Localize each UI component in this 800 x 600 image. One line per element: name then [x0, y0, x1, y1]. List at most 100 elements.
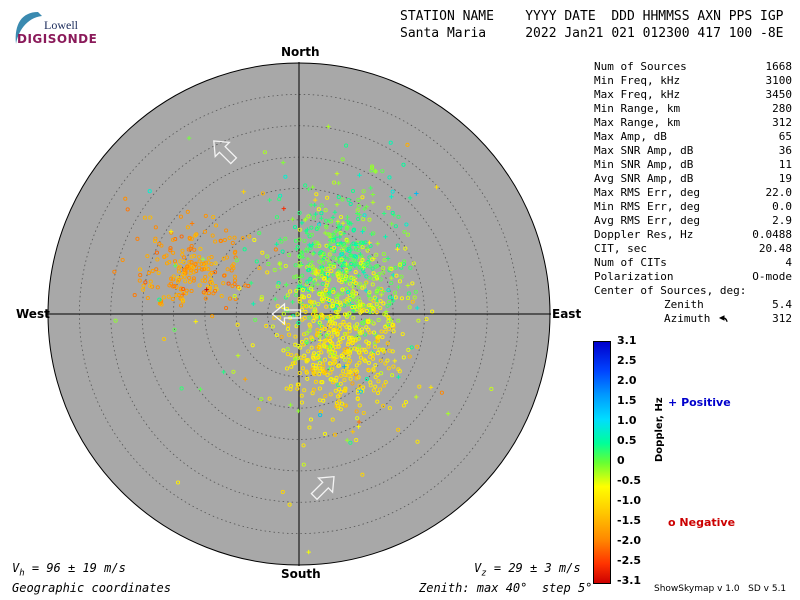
- source-point-negative: [331, 255, 336, 260]
- source-point-negative: [311, 362, 316, 368]
- source-point-negative: [332, 353, 337, 358]
- source-point-positive: [345, 224, 350, 229]
- skymap-arrows: [213, 140, 335, 501]
- source-point-negative: [365, 248, 370, 253]
- colorbar-tick-label: -2.5: [617, 554, 642, 567]
- source-point-negative: [303, 183, 308, 188]
- source-point-positive: [297, 275, 303, 280]
- source-point-negative: [338, 381, 343, 386]
- source-point-negative: [154, 267, 159, 272]
- source-point-negative: [371, 231, 376, 236]
- source-point-negative: [175, 480, 181, 485]
- source-point-positive: [317, 338, 323, 343]
- source-point-negative: [299, 393, 304, 398]
- source-point-negative: [363, 240, 368, 245]
- stat-label: Min RMS Err, deg: [594, 200, 700, 213]
- source-point-negative: [364, 261, 369, 266]
- source-point-negative: [113, 318, 118, 323]
- source-point-negative: [254, 259, 259, 264]
- source-point-negative: [205, 284, 210, 289]
- source-point-negative: [366, 341, 371, 346]
- source-point-negative: [341, 351, 346, 356]
- source-point-positive: [313, 269, 319, 275]
- source-point-negative: [375, 372, 380, 378]
- source-point-negative: [348, 201, 353, 207]
- source-point-negative: [399, 296, 404, 301]
- source-point-negative: [375, 399, 380, 404]
- source-point-negative: [283, 263, 288, 269]
- source-point-negative: [356, 336, 361, 341]
- source-point-negative: [354, 376, 359, 381]
- source-point-negative: [211, 214, 216, 220]
- source-point-negative: [209, 262, 214, 267]
- source-point-negative: [346, 340, 351, 345]
- stat-value: 4: [785, 256, 792, 269]
- source-point-negative: [157, 241, 162, 246]
- source-point-negative: [152, 239, 158, 244]
- source-point-negative: [410, 299, 415, 304]
- source-point-negative: [135, 236, 140, 241]
- source-point-negative: [278, 193, 283, 198]
- source-point-negative: [331, 289, 336, 294]
- stat-label: Max Range, km: [594, 116, 681, 129]
- source-point-positive: [284, 282, 289, 287]
- source-point-negative: [155, 257, 160, 262]
- source-point-negative: [181, 255, 187, 260]
- source-point-negative: [322, 275, 327, 280]
- source-point-negative: [390, 189, 395, 194]
- source-point-positive: [389, 275, 394, 281]
- source-point-negative: [174, 293, 179, 298]
- source-point-negative: [378, 305, 383, 310]
- source-point-negative: [351, 294, 356, 299]
- source-point-negative: [294, 288, 299, 293]
- source-point-positive: [306, 549, 311, 555]
- vertical-velocity: Vz = 29 ± 3 m/s: [474, 561, 581, 578]
- source-point-negative: [187, 235, 192, 240]
- source-point-negative: [340, 291, 345, 296]
- source-point-negative: [375, 263, 380, 268]
- source-point-positive: [308, 243, 314, 249]
- source-point-negative: [301, 342, 306, 347]
- source-point-negative: [301, 443, 306, 448]
- source-point-negative: [252, 237, 257, 243]
- source-point-negative: [210, 233, 215, 238]
- source-point-positive: [327, 241, 332, 247]
- source-point-negative: [338, 302, 343, 307]
- compass-south: South: [281, 567, 321, 581]
- source-point-negative: [413, 289, 418, 294]
- source-point-negative: [315, 328, 320, 333]
- source-point-positive: [345, 214, 350, 220]
- source-point-negative: [226, 281, 231, 286]
- source-point-positive: [308, 202, 314, 208]
- source-point-negative: [233, 249, 238, 254]
- source-point-negative: [185, 264, 190, 269]
- source-point-negative: [390, 373, 395, 378]
- source-point-negative: [305, 357, 310, 363]
- source-point-negative: [359, 327, 364, 332]
- source-point-negative: [401, 355, 406, 360]
- source-point-negative: [225, 267, 230, 272]
- stat-value: 2.9: [772, 214, 792, 227]
- source-point-negative: [351, 241, 356, 246]
- source-point-positive: [392, 358, 397, 364]
- source-point-negative: [242, 247, 247, 252]
- stat-row: Polarization O-mode: [594, 270, 792, 284]
- source-point-negative: [328, 313, 333, 319]
- source-point-negative: [354, 363, 359, 368]
- source-point-negative: [389, 319, 394, 324]
- source-point-negative: [344, 267, 349, 272]
- skymap-plot: [47, 62, 551, 566]
- source-point-negative: [307, 315, 312, 320]
- source-point-negative: [310, 283, 315, 288]
- source-point-negative: [354, 307, 359, 312]
- source-point-negative: [310, 391, 315, 396]
- source-point-negative: [323, 394, 328, 399]
- source-point-negative: [397, 279, 403, 284]
- source-point-negative: [141, 287, 146, 292]
- doppler-colorbar: [593, 341, 611, 584]
- source-point-negative: [154, 250, 159, 255]
- source-point-negative: [208, 285, 213, 290]
- source-point-negative: [400, 332, 405, 337]
- source-point-positive: [338, 240, 344, 245]
- source-point-negative: [342, 388, 347, 393]
